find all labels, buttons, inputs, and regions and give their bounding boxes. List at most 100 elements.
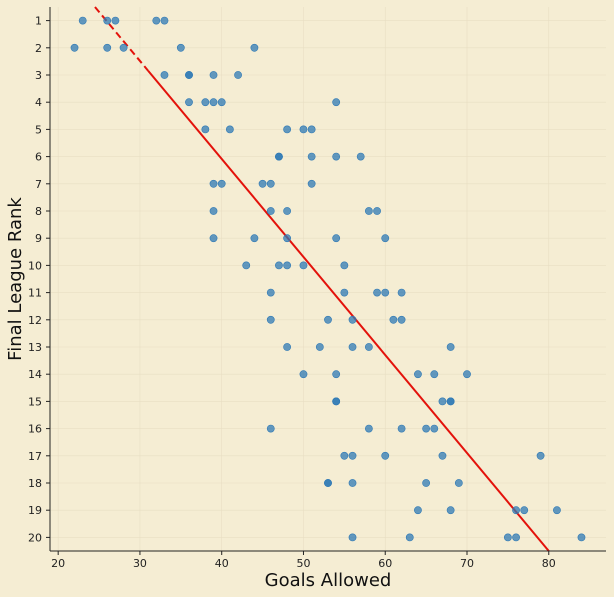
data-point xyxy=(283,207,292,215)
y-tick-label: 2 xyxy=(35,42,42,55)
data-point xyxy=(217,179,226,188)
data-point xyxy=(266,315,275,324)
data-point xyxy=(364,207,373,215)
data-point xyxy=(250,43,259,52)
data-point xyxy=(381,288,390,297)
data-point xyxy=(577,533,586,542)
y-tick-label: 1 xyxy=(35,15,42,28)
y-tick-label: 7 xyxy=(35,178,42,191)
y-tick-label: 18 xyxy=(28,477,42,490)
y-tick-label: 20 xyxy=(28,531,42,544)
axes xyxy=(49,7,606,552)
y-tick-label: 9 xyxy=(35,232,42,245)
data-point xyxy=(209,71,218,79)
data-point xyxy=(250,234,259,243)
data-point xyxy=(422,479,431,487)
data-point xyxy=(209,234,218,243)
data-point xyxy=(217,98,226,107)
data-point xyxy=(185,71,193,79)
data-point xyxy=(381,234,390,243)
data-point xyxy=(446,506,455,515)
y-tick-label: 8 xyxy=(35,205,42,218)
data-point xyxy=(103,16,112,25)
data-point xyxy=(348,343,357,351)
data-point xyxy=(503,533,512,542)
data-point xyxy=(324,315,332,324)
data-point xyxy=(389,315,398,324)
data-point xyxy=(373,288,381,297)
y-axis-label: Final League Rank xyxy=(5,197,26,361)
data-point xyxy=(348,451,357,460)
data-point xyxy=(283,234,292,243)
data-point xyxy=(446,343,455,351)
y-tick-label: 13 xyxy=(28,341,42,354)
data-point xyxy=(234,71,242,79)
data-point xyxy=(348,479,357,487)
data-point xyxy=(225,125,234,134)
data-point xyxy=(299,125,308,134)
data-point xyxy=(512,506,520,515)
y-tick-label: 3 xyxy=(35,69,42,82)
data-point xyxy=(283,261,292,270)
x-tick-label: 80 xyxy=(542,557,556,570)
data-point xyxy=(397,288,406,297)
y-tick-label: 6 xyxy=(35,151,42,164)
y-tick-label: 17 xyxy=(28,450,42,463)
data-point xyxy=(414,370,422,379)
data-point xyxy=(553,506,561,515)
y-tick-label: 15 xyxy=(28,395,42,408)
data-point xyxy=(160,71,169,79)
y-tick-label: 5 xyxy=(35,123,42,136)
data-point xyxy=(176,43,185,52)
data-point xyxy=(397,424,406,433)
data-point xyxy=(266,179,275,188)
data-point xyxy=(103,43,112,52)
data-point xyxy=(266,207,275,215)
data-point xyxy=(307,152,316,161)
data-point xyxy=(209,98,218,107)
data-point xyxy=(258,179,267,188)
data-point xyxy=(283,125,292,134)
data-point xyxy=(438,397,447,406)
x-tick-label: 50 xyxy=(296,557,310,570)
data-point xyxy=(422,424,431,433)
data-point xyxy=(332,397,341,406)
data-point xyxy=(299,261,308,270)
data-point xyxy=(332,152,341,161)
data-point xyxy=(307,125,316,134)
data-point xyxy=(332,370,341,379)
y-tick-label: 4 xyxy=(35,96,42,109)
data-point xyxy=(397,315,406,324)
trendline-solid xyxy=(147,70,550,552)
y-tick-label: 10 xyxy=(28,259,42,272)
data-point xyxy=(152,16,161,25)
data-point xyxy=(209,207,218,215)
data-point xyxy=(275,261,283,270)
data-point xyxy=(430,424,439,433)
data-point xyxy=(307,179,316,188)
data-point xyxy=(209,179,218,188)
data-point xyxy=(299,370,308,379)
data-point xyxy=(275,152,283,161)
data-point xyxy=(340,261,349,270)
data-point xyxy=(356,152,365,161)
data-point xyxy=(405,533,414,542)
data-point xyxy=(340,451,349,460)
data-point xyxy=(438,451,447,460)
data-point xyxy=(70,43,79,52)
y-tick-label: 16 xyxy=(28,423,42,436)
trendline-dashed xyxy=(94,6,149,72)
trendline-layer xyxy=(94,6,550,552)
data-point xyxy=(185,98,193,107)
y-tick-label: 11 xyxy=(28,287,42,300)
data-point xyxy=(201,125,210,134)
data-point xyxy=(266,424,275,433)
data-point xyxy=(242,261,251,270)
y-tick-label: 19 xyxy=(28,504,42,517)
x-tick-label: 30 xyxy=(133,557,147,570)
data-point xyxy=(315,343,324,351)
data-point xyxy=(201,98,210,107)
y-tick-label: 12 xyxy=(28,314,42,327)
